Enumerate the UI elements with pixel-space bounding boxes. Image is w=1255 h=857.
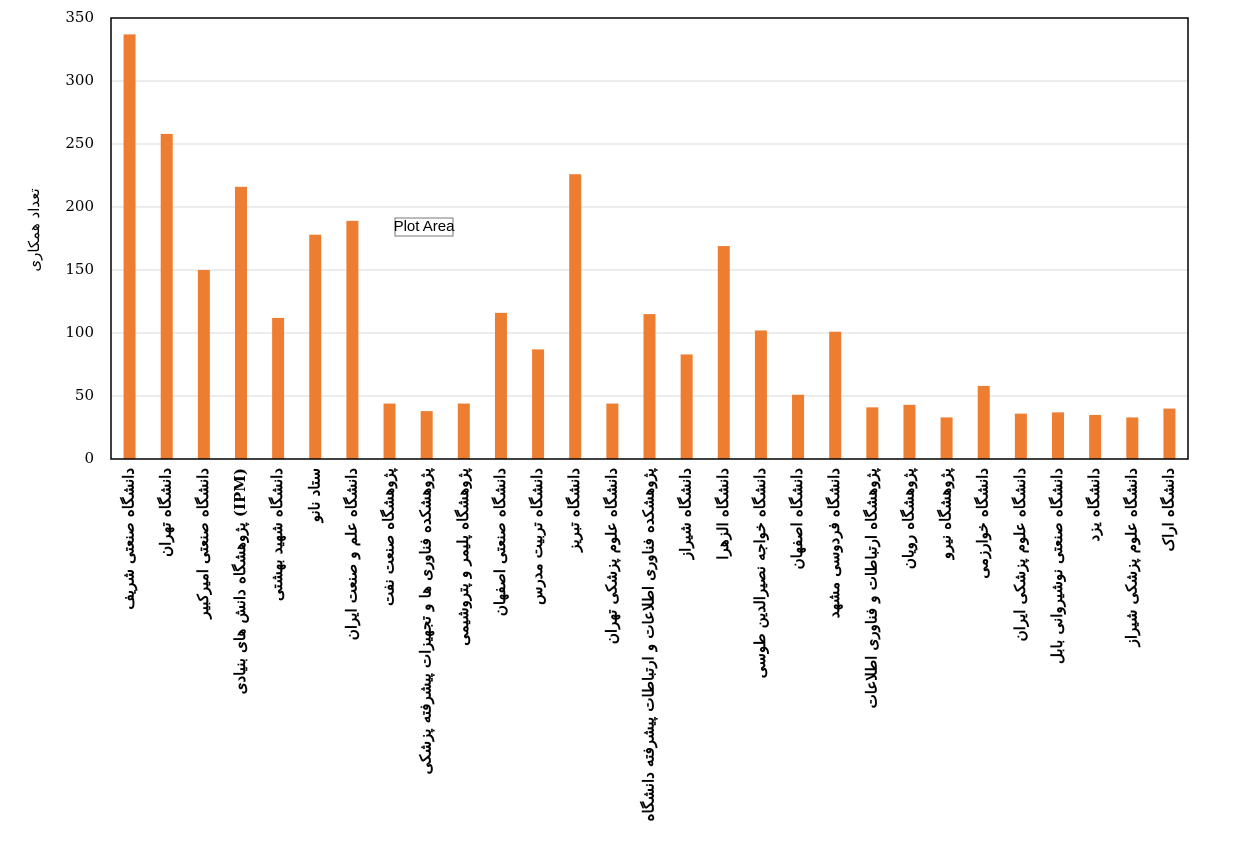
bar [940, 417, 953, 459]
x-tick-label: پژوهشکده فناوری اطلاعات و ارتباطات پیشرف… [640, 468, 659, 821]
bar [569, 174, 582, 460]
x-tick-label: دانشگاه شیراز [677, 468, 695, 560]
x-tick-label: پژوهشکده فناوری ها و تجهیزات پیشرفته پزش… [417, 468, 436, 774]
bar [1126, 417, 1139, 459]
y-axis-title: تعداد همکاری [25, 188, 43, 271]
x-tick-label: دانشگاه اصفهان [788, 468, 806, 570]
bar [532, 349, 545, 459]
plot-frame [110, 17, 1189, 460]
x-tick-label: دانشگاه الزهرا [714, 468, 732, 560]
y-tick-label: 350 [65, 8, 94, 26]
bar [457, 403, 470, 459]
x-tick-label: دانشگاه صنعتی شریف [120, 468, 138, 610]
bar [1014, 413, 1027, 459]
x-tick-label: پژوهشگاه ارتباطات و فناوری اطلاعات [862, 468, 881, 708]
bar [346, 220, 359, 459]
bar [903, 404, 916, 459]
bar [160, 133, 173, 460]
x-tick-label: دانشگاه علوم پزشکی شیراز [1122, 468, 1141, 648]
x-tick-label: دانشگاه فردوسی مشهد [825, 468, 843, 619]
tooltip-box [394, 217, 454, 237]
x-tick-label: دانشگاه تهران [157, 468, 175, 557]
y-tick-label: 50 [75, 386, 94, 404]
x-tick-label: پژوهشگاه دانش های بنیادی (IPM) [231, 468, 250, 694]
y-tick-label: 200 [65, 197, 94, 215]
y-tick-label: 300 [65, 71, 94, 89]
bar [1163, 408, 1176, 459]
x-tick-label: پژوهشگاه صنعت نفت [380, 468, 399, 606]
bar [309, 234, 322, 459]
bar [383, 403, 396, 459]
x-tick-label: دانشگاه صنعتی نوشیروانی بابل [1048, 468, 1066, 664]
x-tick-label: دانشگاه شهید بهشتی [268, 468, 286, 601]
x-tick-label: دانشگاه علوم پزشکی ایران [1011, 468, 1030, 642]
y-tick-label: 100 [65, 323, 94, 341]
x-tick-label: پژوهشگاه رویان [899, 468, 918, 569]
bar [866, 407, 879, 459]
y-tick-label: 0 [84, 449, 94, 467]
bar [643, 314, 656, 459]
x-tick-label: پژوهشگاه نیرو [937, 468, 956, 560]
bar [420, 411, 433, 459]
y-tick-label: 150 [65, 260, 94, 278]
bar [1052, 412, 1065, 459]
bar [977, 385, 990, 459]
x-tick-label: دانشگاه خواجه نصیرالدین طوسی [751, 468, 769, 679]
bar [234, 186, 247, 459]
x-tick-label: دانشگاه صنعتی امیرکبیر [194, 468, 212, 620]
bar [829, 331, 842, 459]
bar [272, 317, 285, 459]
x-tick-label: دانشگاه تربیت مدرس [528, 468, 546, 605]
bar [1089, 414, 1102, 459]
x-tick-label: ستاد نانو [305, 468, 323, 523]
bar [197, 270, 210, 459]
bar [494, 312, 507, 459]
x-tick-label: دانشگاه خوارزمی [974, 468, 992, 579]
bar [717, 246, 730, 459]
x-tick-label: دانشگاه اراک [1159, 468, 1177, 552]
x-tick-label: دانشگاه علم و صنعت ایران [342, 468, 360, 640]
bar [680, 354, 693, 459]
bar [792, 394, 805, 459]
x-tick-label: دانشگاه یزد [1085, 468, 1103, 542]
x-tick-label: دانشگاه علوم پزشکی تهران [602, 468, 621, 644]
bar [754, 330, 767, 459]
tooltip: Plot Area [394, 218, 456, 235]
y-tick-label: 250 [65, 134, 94, 152]
x-tick-label: پژوهشگاه پلیمر و پتروشیمی [454, 468, 473, 646]
x-tick-label: دانشگاه تبریز [565, 468, 583, 553]
bar [606, 403, 619, 459]
bar [123, 34, 136, 459]
x-tick-label: دانشگاه صنعتی اصفهان [491, 468, 509, 616]
